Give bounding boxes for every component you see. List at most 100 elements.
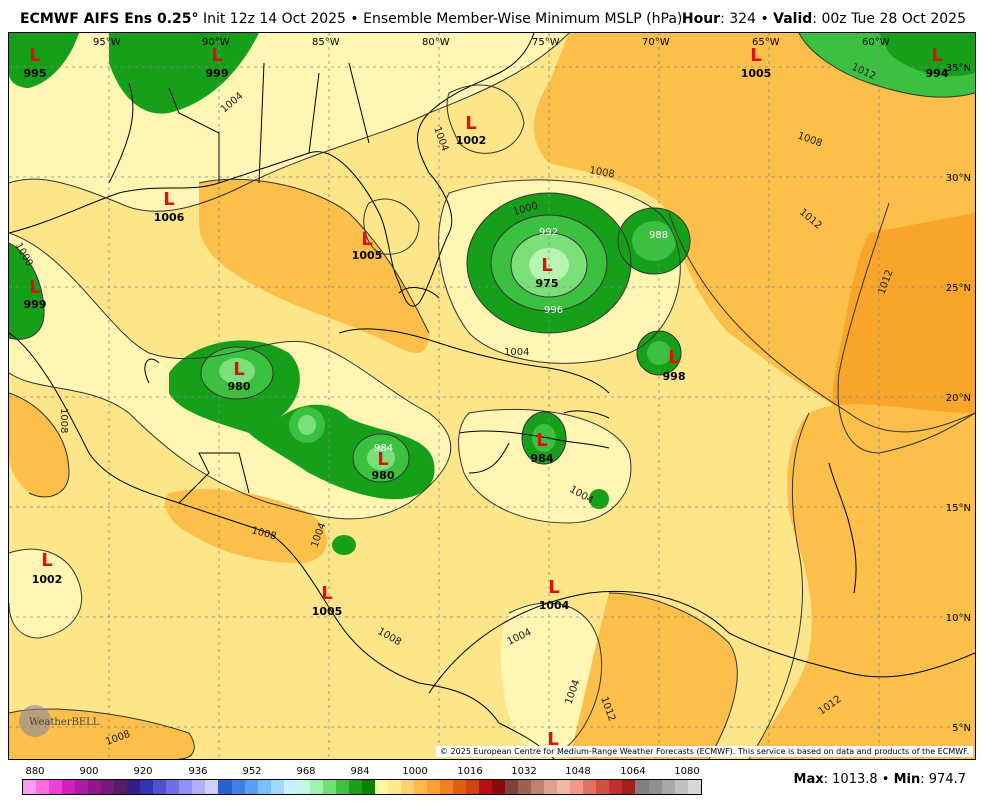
svg-text:WeatherBELL: WeatherBELL [29, 717, 100, 728]
colorbar-swatch [570, 780, 584, 794]
svg-text:1002: 1002 [456, 134, 487, 147]
colorbar-swatch [479, 780, 493, 794]
colorbar-swatch [231, 780, 245, 794]
svg-text:L: L [750, 45, 761, 66]
colorbar-swatch [101, 780, 115, 794]
orange-zone-west [9, 393, 69, 497]
colorbar-label: 880 [25, 766, 45, 777]
lat-label: 30°N [946, 173, 971, 184]
colorbar-label: 1080 [674, 766, 700, 777]
colorbar-swatch [114, 780, 128, 794]
svg-text:L: L [548, 577, 559, 598]
isobars [9, 33, 975, 759]
colorbar-swatch [244, 780, 258, 794]
colorbar-label: 1032 [511, 766, 537, 777]
header: ECMWF AIFS Ens 0.25° Init 12z 14 Oct 202… [0, 0, 984, 32]
copyright-notice: © 2025 European Centre for Medium-Range … [436, 746, 973, 757]
pale-zone-pacific [9, 549, 82, 638]
colorbar-swatch [166, 780, 180, 794]
svg-text:999: 999 [24, 298, 47, 311]
svg-text:L: L [321, 583, 332, 604]
green-zone-northeast [799, 33, 975, 98]
svg-text:L: L [29, 277, 40, 298]
colorbar-swatch [687, 780, 701, 794]
colorbar-swatch [440, 780, 454, 794]
svg-text:L: L [377, 449, 388, 470]
lat-label: 25°N [946, 283, 971, 294]
colorbar-label: 968 [296, 766, 316, 777]
lat-labels: 35°N 30°N 25°N 20°N 15°N 10°N 5°N [946, 63, 971, 734]
colorbar-swatch [609, 780, 623, 794]
title-bullet: • [350, 11, 359, 27]
min-value: 974.7 [928, 772, 966, 787]
colorbar-swatch [635, 780, 649, 794]
colorbar-swatch [648, 780, 662, 794]
colorbar-swatch [622, 780, 636, 794]
colorbar-label: 900 [79, 766, 99, 777]
lon-label: 85°W [312, 37, 340, 48]
orange-dark-zone-east [832, 213, 975, 457]
colorbar-swatch [257, 780, 271, 794]
svg-text:1005: 1005 [352, 249, 383, 262]
init-time: Init 12z 14 Oct 2025 [202, 11, 346, 27]
colorbar-swatch [23, 780, 37, 794]
colorbar-swatch [296, 780, 310, 794]
lon-label: 60°W [862, 37, 890, 48]
green-spot-caribbean [589, 489, 609, 509]
valid-label: Valid [773, 11, 813, 27]
colorbar-swatch [466, 780, 480, 794]
svg-text:995: 995 [24, 67, 47, 80]
footer: 880 900 920 936 952 968 984 1000 1016 10… [0, 760, 984, 808]
colorbar-label: 936 [188, 766, 208, 777]
colorbar-label: 984 [350, 766, 370, 777]
colorbar-swatch [335, 780, 349, 794]
max-label: Max [793, 772, 824, 787]
valid-bullet: • [760, 11, 769, 27]
svg-text:L: L [41, 550, 52, 571]
svg-text:L: L [211, 45, 222, 66]
green-zone-hispaniola [522, 412, 566, 464]
low-marker: L [547, 729, 558, 750]
colorbar-swatch [518, 780, 532, 794]
svg-text:L: L [29, 45, 40, 66]
valid-value: 00z Tue 28 Oct 2025 [821, 11, 966, 27]
pale-zone-hispaniola [458, 409, 631, 523]
contour-label: 1008 [58, 408, 69, 433]
svg-text:980: 980 [372, 469, 395, 482]
colorbar-label: 920 [133, 766, 153, 777]
colorbar-swatch [557, 780, 571, 794]
colorbar-swatch [179, 780, 193, 794]
lat-label: 20°N [946, 393, 971, 404]
green-zone-gulf-cluster [169, 340, 435, 500]
hour-label: Hour [681, 11, 721, 27]
green-zone-atlantic-ne [618, 208, 690, 274]
lon-label: 80°W [422, 37, 450, 48]
low-marker: L 998 [663, 347, 686, 383]
colorbar-swatch [583, 780, 597, 794]
svg-text:1002: 1002 [32, 573, 63, 586]
svg-text:994: 994 [926, 67, 949, 80]
mslp-map: 95°W 90°W 85°W 80°W 75°W 70°W 65°W 60°W … [8, 32, 976, 760]
svg-text:L: L [931, 45, 942, 66]
colorbar-label: 1048 [565, 766, 591, 777]
lat-label: 35°N [946, 63, 971, 74]
lon-label: 70°W [642, 37, 670, 48]
colorbar-label: 1064 [620, 766, 646, 777]
lon-label: 65°W [752, 37, 780, 48]
svg-text:1006: 1006 [154, 211, 185, 224]
svg-text:980: 980 [228, 380, 251, 393]
colorbar-swatch [453, 780, 467, 794]
svg-text:999: 999 [206, 67, 229, 80]
svg-text:975: 975 [536, 277, 559, 290]
svg-text:L: L [536, 430, 547, 451]
contour-label: 992 [539, 227, 558, 238]
